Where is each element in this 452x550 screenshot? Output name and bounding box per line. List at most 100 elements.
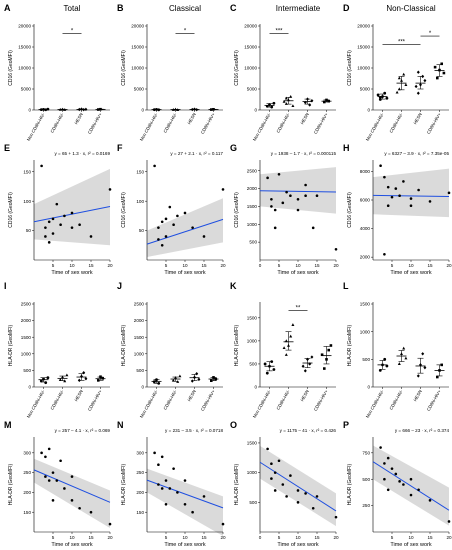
data-point [395, 90, 399, 94]
y-tick-label: 0 [367, 108, 370, 113]
data-point [178, 374, 182, 378]
y-axis-label: CD16 (GeoMFI) [347, 192, 353, 228]
regression-line [146, 218, 224, 245]
data-point [70, 226, 74, 229]
x-category-label: Non CD8hi-HIV- [139, 389, 159, 419]
data-point [70, 475, 74, 478]
data-point [414, 84, 418, 89]
y-tick-label: 250 [136, 470, 144, 475]
panel-letter: J [117, 281, 122, 291]
x-category-label: CD8hi-HIV+ [87, 389, 103, 412]
data-point [303, 100, 307, 105]
panel-f: Fy = 27 + 2.1 · x, r² = 0.117 CD16 (GeoMF… [117, 143, 226, 276]
panel-g: Gy = 1938 – 1.7 · x, r² = 0.000115 CD16 (… [230, 143, 339, 276]
data-point [168, 205, 172, 209]
data-point [263, 362, 267, 366]
data-point [40, 451, 43, 455]
x-tick-label: 15 [201, 535, 207, 540]
data-point [379, 446, 382, 449]
x-tick-label: 5 [165, 263, 168, 268]
x-category-label: CD8hi-HIV+ [313, 112, 329, 135]
confidence-band [260, 167, 336, 214]
y-tick-label: 0 [28, 108, 31, 113]
y-tick-label: 250 [362, 503, 370, 508]
data-point [398, 480, 401, 483]
data-point [385, 364, 389, 368]
data-point [416, 374, 420, 378]
x-category-label: Non CD8hi-HIV- [252, 389, 272, 419]
panel-n: Ny = 231 – 3.5 · x, r² = 0.0718 HLA-DR (G… [117, 420, 226, 548]
data-point [291, 104, 295, 107]
data-point [59, 223, 62, 227]
regression-line [372, 461, 450, 511]
data-point [334, 515, 338, 519]
data-point [157, 463, 160, 467]
data-point [423, 78, 427, 83]
y-tick-label: 200 [136, 490, 144, 495]
y-axis-label: HLA-DR (GeoMFI) [347, 324, 353, 366]
data-point [59, 459, 62, 463]
data-point [296, 208, 300, 212]
y-axis-label: CD16 (GeoMFI) [347, 50, 353, 86]
data-point [176, 214, 179, 218]
y-tick-label: 10000 [357, 66, 370, 71]
y-tick-label: 2000 [247, 186, 258, 191]
x-tick-label: 5 [52, 263, 55, 268]
data-point [428, 499, 432, 502]
data-point [315, 495, 319, 498]
x-category-label: Non CD8hi-HIV- [252, 112, 272, 142]
y-tick-label: 100 [23, 199, 31, 204]
x-tick-label: 10 [295, 263, 301, 268]
x-category-label: Non CD8hi-HIV- [365, 389, 385, 419]
x-tick-label: 20 [107, 535, 113, 540]
y-tick-label: 1500 [21, 335, 32, 340]
panel-p: Py = 666 – 23 · x, r² = 0.374 HLA-DR (Geo… [343, 420, 452, 548]
data-point [78, 223, 81, 227]
x-tick-label: 10 [69, 535, 75, 540]
x-axis-label: Time of sex work [164, 270, 206, 276]
data-point [108, 188, 112, 191]
y-tick-label: 5000 [21, 87, 32, 92]
y-tick-label: 150 [136, 169, 144, 174]
data-point [285, 190, 288, 194]
y-tick-label: 100 [136, 199, 144, 204]
data-point [164, 502, 168, 506]
data-point [282, 100, 286, 103]
panel-m: My = 257 – 4.1 · x, r² = 0.069 HLA-DR (Ge… [4, 420, 113, 548]
x-tick-label: 10 [69, 263, 75, 268]
regression-line [372, 194, 450, 197]
data-point [447, 191, 451, 195]
data-point [386, 488, 390, 492]
data-point [397, 362, 401, 365]
data-point [442, 71, 446, 75]
regression-equation: y = 666 – 23 · x, r² = 0.374 [395, 428, 450, 433]
x-tick-label: 20 [446, 263, 452, 268]
data-point [70, 499, 74, 502]
y-tick-label: 1500 [247, 441, 258, 446]
panel-b: B Classical CD16 (GeoMFI) 0 5000 10000 15000 20… [117, 3, 223, 142]
data-point [272, 368, 276, 371]
y-tick-label: 5000 [247, 87, 258, 92]
y-tick-label: 500 [362, 477, 370, 482]
data-point [289, 334, 293, 338]
y-axis-label: CD16 (GeoMFI) [234, 192, 240, 228]
data-point [327, 348, 330, 352]
data-point [383, 357, 387, 361]
x-tick-label: 5 [52, 535, 55, 540]
data-point [84, 377, 88, 381]
y-tick-label: 20000 [244, 24, 257, 29]
data-point [285, 495, 288, 498]
data-point [334, 247, 338, 251]
y-tick-label: 10000 [18, 66, 31, 71]
x-tick-label: 15 [201, 263, 207, 268]
y-tick-label: 500 [249, 240, 257, 245]
data-point [89, 235, 93, 238]
data-point [296, 501, 300, 504]
y-tick-label: 20000 [131, 24, 144, 29]
panel-letter: N [117, 420, 124, 430]
significance-label: * [71, 28, 74, 34]
x-category-label: HESN [412, 112, 422, 125]
data-point [417, 488, 420, 492]
panel-k: K HLA-DR (GeoMFI) 0 500 1000 1500 Non CD8hi-HI… [230, 281, 336, 419]
data-point [385, 96, 389, 100]
